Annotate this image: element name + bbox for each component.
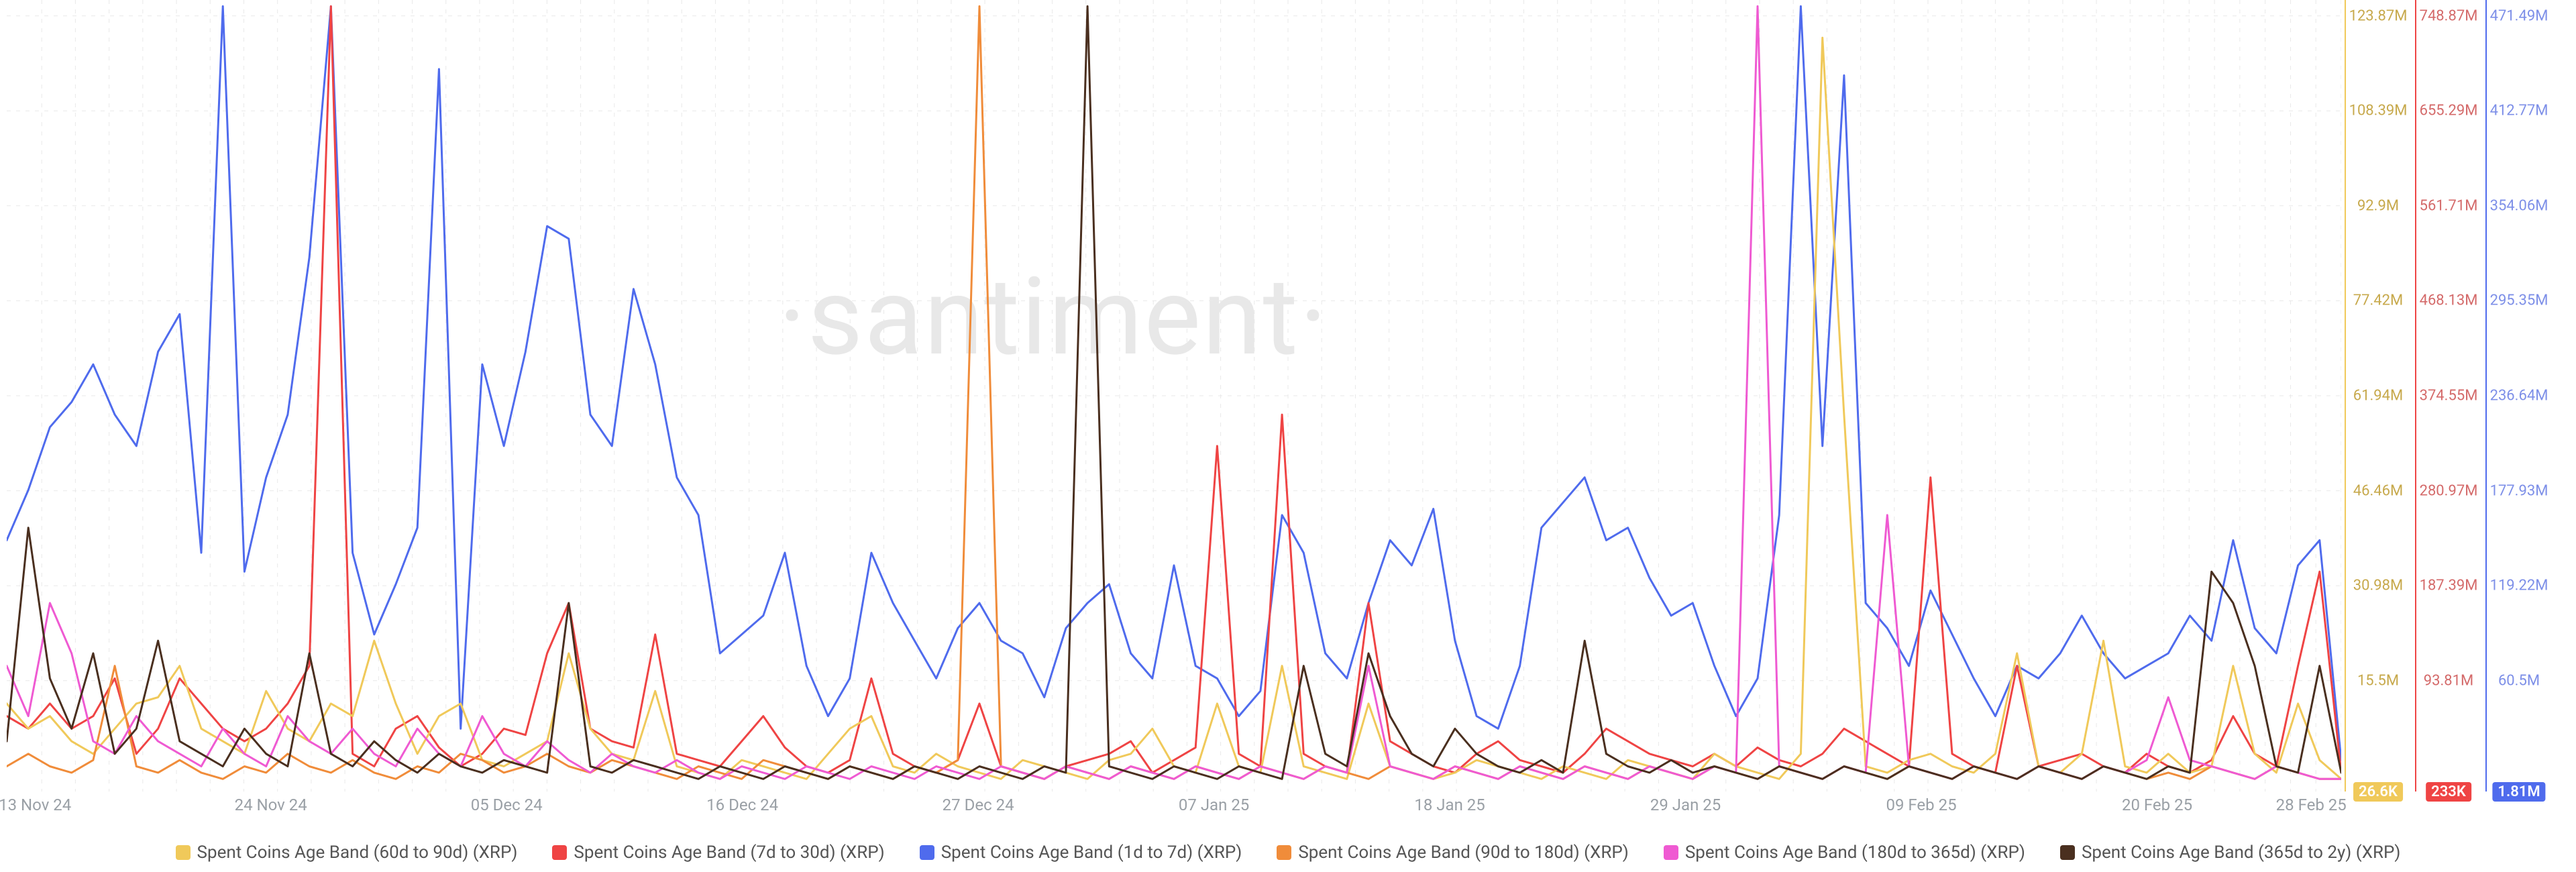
x-tick-label: 28 Feb 25 [2276, 796, 2347, 814]
y-axis-badge: 233K [2426, 782, 2471, 802]
y-tick-label: 236.64M [2485, 388, 2553, 404]
legend-swatch [1664, 845, 1678, 860]
legend-label: Spent Coins Age Band (1d to 7d) (XRP) [941, 842, 1242, 863]
y-tick-label: 60.5M [2485, 672, 2553, 689]
y-tick-label: 187.39M [2415, 578, 2482, 594]
y-tick-label: 177.93M [2485, 482, 2553, 499]
y-tick-label: 77.42M [2345, 292, 2412, 309]
x-tick-label: 05 Dec 24 [471, 796, 543, 814]
legend-swatch [1277, 845, 1291, 860]
legend-item[interactable]: Spent Coins Age Band (90d to 180d) (XRP) [1277, 842, 1629, 863]
y-tick-label: 46.46M [2345, 482, 2412, 499]
legend-label: Spent Coins Age Band (90d to 180d) (XRP) [1298, 842, 1629, 863]
legend-label: Spent Coins Age Band (7d to 30d) (XRP) [574, 842, 884, 863]
legend: Spent Coins Age Band (60d to 90d) (XRP) S… [0, 842, 2576, 863]
y-tick-label: 295.35M [2485, 292, 2553, 309]
y-axis-column: 123.87M 108.39M 92.9M 77.42M 61.94M 46.46M 30.… [2345, 0, 2412, 792]
y-tick-label: 61.94M [2345, 388, 2412, 404]
series-orange_90_180[interactable] [7, 6, 2341, 779]
y-tick-label: 561.71M [2415, 197, 2482, 214]
legend-label: Spent Coins Age Band (180d to 365d) (XRP… [1685, 842, 2025, 863]
x-tick-label: 09 Feb 25 [1886, 796, 1956, 814]
y-tick-label: 15.5M [2345, 672, 2412, 689]
legend-label: Spent Coins Age Band (60d to 90d) (XRP) [197, 842, 518, 863]
x-tick-label: 20 Feb 25 [2122, 796, 2192, 814]
x-tick-label: 27 Dec 24 [943, 796, 1014, 814]
legend-item[interactable]: Spent Coins Age Band (60d to 90d) (XRP) [176, 842, 518, 863]
legend-item[interactable]: Spent Coins Age Band (7d to 30d) (XRP) [552, 842, 884, 863]
y-axis-badge: 1.81M [2492, 782, 2545, 802]
legend-swatch [920, 845, 934, 860]
legend-swatch [2060, 845, 2075, 860]
y-tick-label: 119.22M [2485, 578, 2553, 594]
chart-plot[interactable] [7, 0, 2341, 792]
y-axis-column: 748.87M 655.29M 561.71M 468.13M 374.55M 280.9… [2415, 0, 2482, 792]
y-axis-badge: 26.6K [2353, 782, 2403, 802]
y-tick-label: 374.55M [2415, 388, 2482, 404]
x-tick-label: 29 Jan 25 [1650, 796, 1721, 814]
series-yellow_60_90[interactable] [7, 38, 2341, 779]
y-tick-label: 92.9M [2345, 197, 2412, 214]
legend-item[interactable]: Spent Coins Age Band (365d to 2y) (XRP) [2060, 842, 2401, 863]
y-tick-label: 30.98M [2345, 578, 2412, 594]
legend-label: Spent Coins Age Band (365d to 2y) (XRP) [2082, 842, 2401, 863]
y-tick-label: 354.06M [2485, 197, 2553, 214]
series-blue_1d_7d[interactable] [7, 6, 2341, 760]
y-tick-label: 468.13M [2415, 292, 2482, 309]
x-tick-label: 24 Nov 24 [235, 796, 307, 814]
x-tick-label: 13 Nov 24 [0, 796, 71, 814]
legend-swatch [176, 845, 191, 860]
y-tick-label: 748.87M [2415, 7, 2482, 24]
y-tick-label: 93.81M [2415, 672, 2482, 689]
legend-item[interactable]: Spent Coins Age Band (1d to 7d) (XRP) [920, 842, 1242, 863]
legend-swatch [552, 845, 567, 860]
series-red_7d_30d[interactable] [7, 6, 2341, 779]
x-tick-label: 07 Jan 25 [1179, 796, 1249, 814]
x-tick-label: 16 Dec 24 [706, 796, 778, 814]
y-tick-label: 412.77M [2485, 103, 2553, 119]
y-tick-label: 471.49M [2485, 7, 2553, 24]
y-tick-label: 108.39M [2345, 103, 2412, 119]
y-tick-label: 280.97M [2415, 482, 2482, 499]
legend-item[interactable]: Spent Coins Age Band (180d to 365d) (XRP… [1664, 842, 2025, 863]
y-tick-label: 655.29M [2415, 103, 2482, 119]
x-tick-label: 18 Jan 25 [1414, 796, 1485, 814]
y-axis-column: 471.49M 412.77M 354.06M 295.35M 236.64M 177.9… [2485, 0, 2553, 792]
y-tick-label: 123.87M [2345, 7, 2412, 24]
series-pink_180_365[interactable] [7, 6, 2341, 779]
series-brown_365_2y[interactable] [7, 6, 2341, 779]
